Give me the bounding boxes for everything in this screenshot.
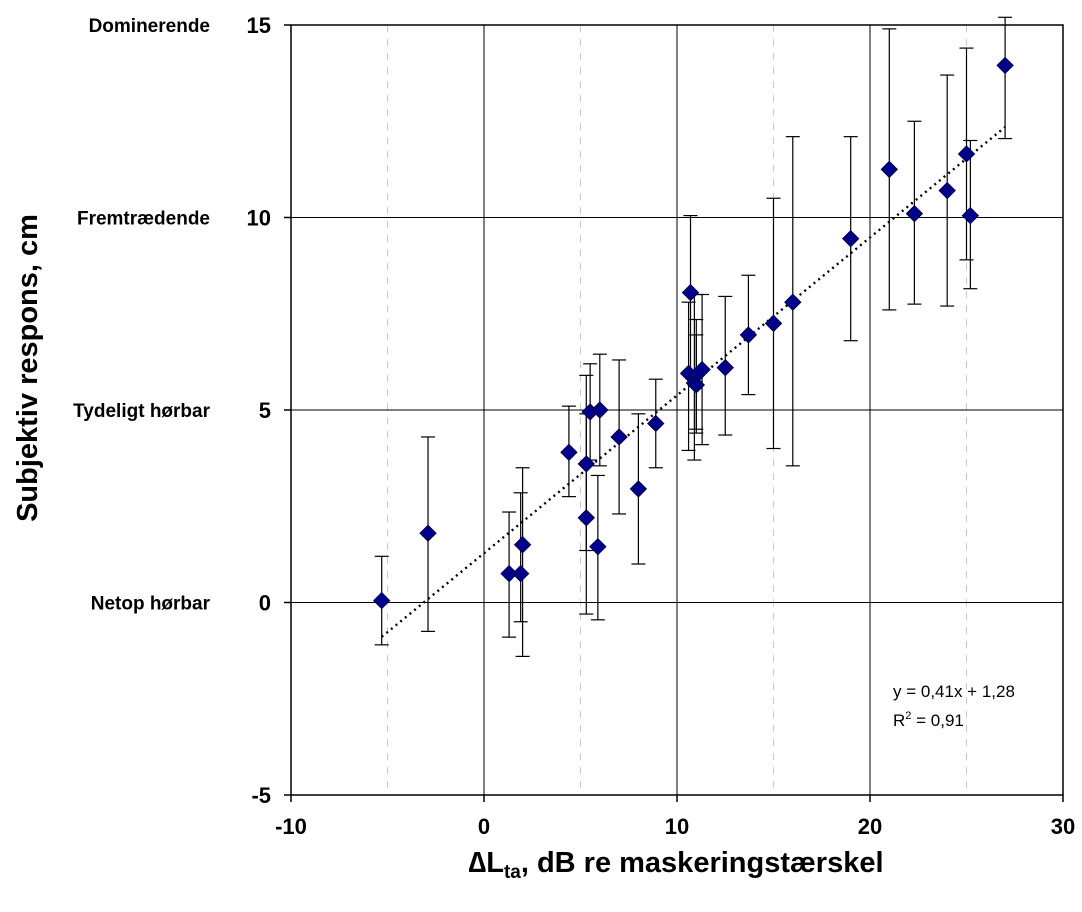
axis-ticks (284, 24, 1064, 802)
data-point (681, 283, 700, 302)
data-point (610, 428, 628, 446)
data-point (841, 229, 860, 248)
equation-annotation: y = 0,41x + 1,28 (893, 682, 1015, 701)
data-point (996, 56, 1014, 75)
data-point (560, 443, 578, 462)
data-point (591, 401, 609, 419)
x-tick-label: 30 (1051, 814, 1075, 839)
data-point (500, 564, 518, 583)
y-tick-label: 5 (259, 398, 271, 423)
data-point (687, 376, 706, 394)
y-tick-label: 15 (247, 13, 271, 38)
error-bars (374, 16, 1013, 658)
data-point (629, 480, 648, 498)
data-point (419, 524, 437, 542)
y-tick-label: 0 (259, 591, 271, 616)
data-point (716, 358, 734, 377)
data-point (577, 509, 595, 527)
y-tick-label: 10 (247, 206, 271, 231)
data-point (739, 326, 758, 344)
y-tick-label: -5 (251, 783, 271, 808)
y-tick-labels: -5 0 5 10 15 (247, 13, 271, 808)
data-point (511, 564, 530, 583)
y-category-labels: Dominerende Fremtrædende Tydeligt hørbar Ne… (73, 16, 210, 615)
x-tick-label: -10 (275, 814, 307, 839)
data-point (513, 536, 532, 554)
data-point (957, 145, 976, 163)
x-tick-labels: -10 0 10 20 30 (275, 814, 1075, 839)
data-point (589, 537, 607, 556)
data-points (373, 56, 1014, 610)
data-point (880, 160, 899, 179)
y-category-label: Tydeligt hørbar (73, 401, 210, 422)
y-category-label: Netop hørbar (91, 594, 211, 615)
x-axis-title: ∆Lta, dB re maskeringstærskel (468, 847, 883, 883)
data-point (905, 204, 924, 223)
r-squared-annotation: R2 = 0,91 (893, 710, 964, 730)
y-category-label: Dominerende (89, 16, 210, 37)
data-point (647, 414, 665, 433)
data-point (764, 314, 783, 333)
data-point (961, 206, 980, 225)
data-point (577, 455, 595, 473)
y-axis-title: Subjektiv respons, cm (12, 214, 44, 522)
x-tick-label: 0 (478, 814, 490, 839)
data-point (693, 360, 711, 379)
data-point (784, 293, 802, 311)
y-category-label: Fremtrædende (77, 209, 210, 230)
x-tick-label: 10 (665, 814, 689, 839)
data-point (373, 591, 391, 610)
x-tick-label: 20 (858, 814, 882, 839)
data-point (938, 181, 956, 200)
